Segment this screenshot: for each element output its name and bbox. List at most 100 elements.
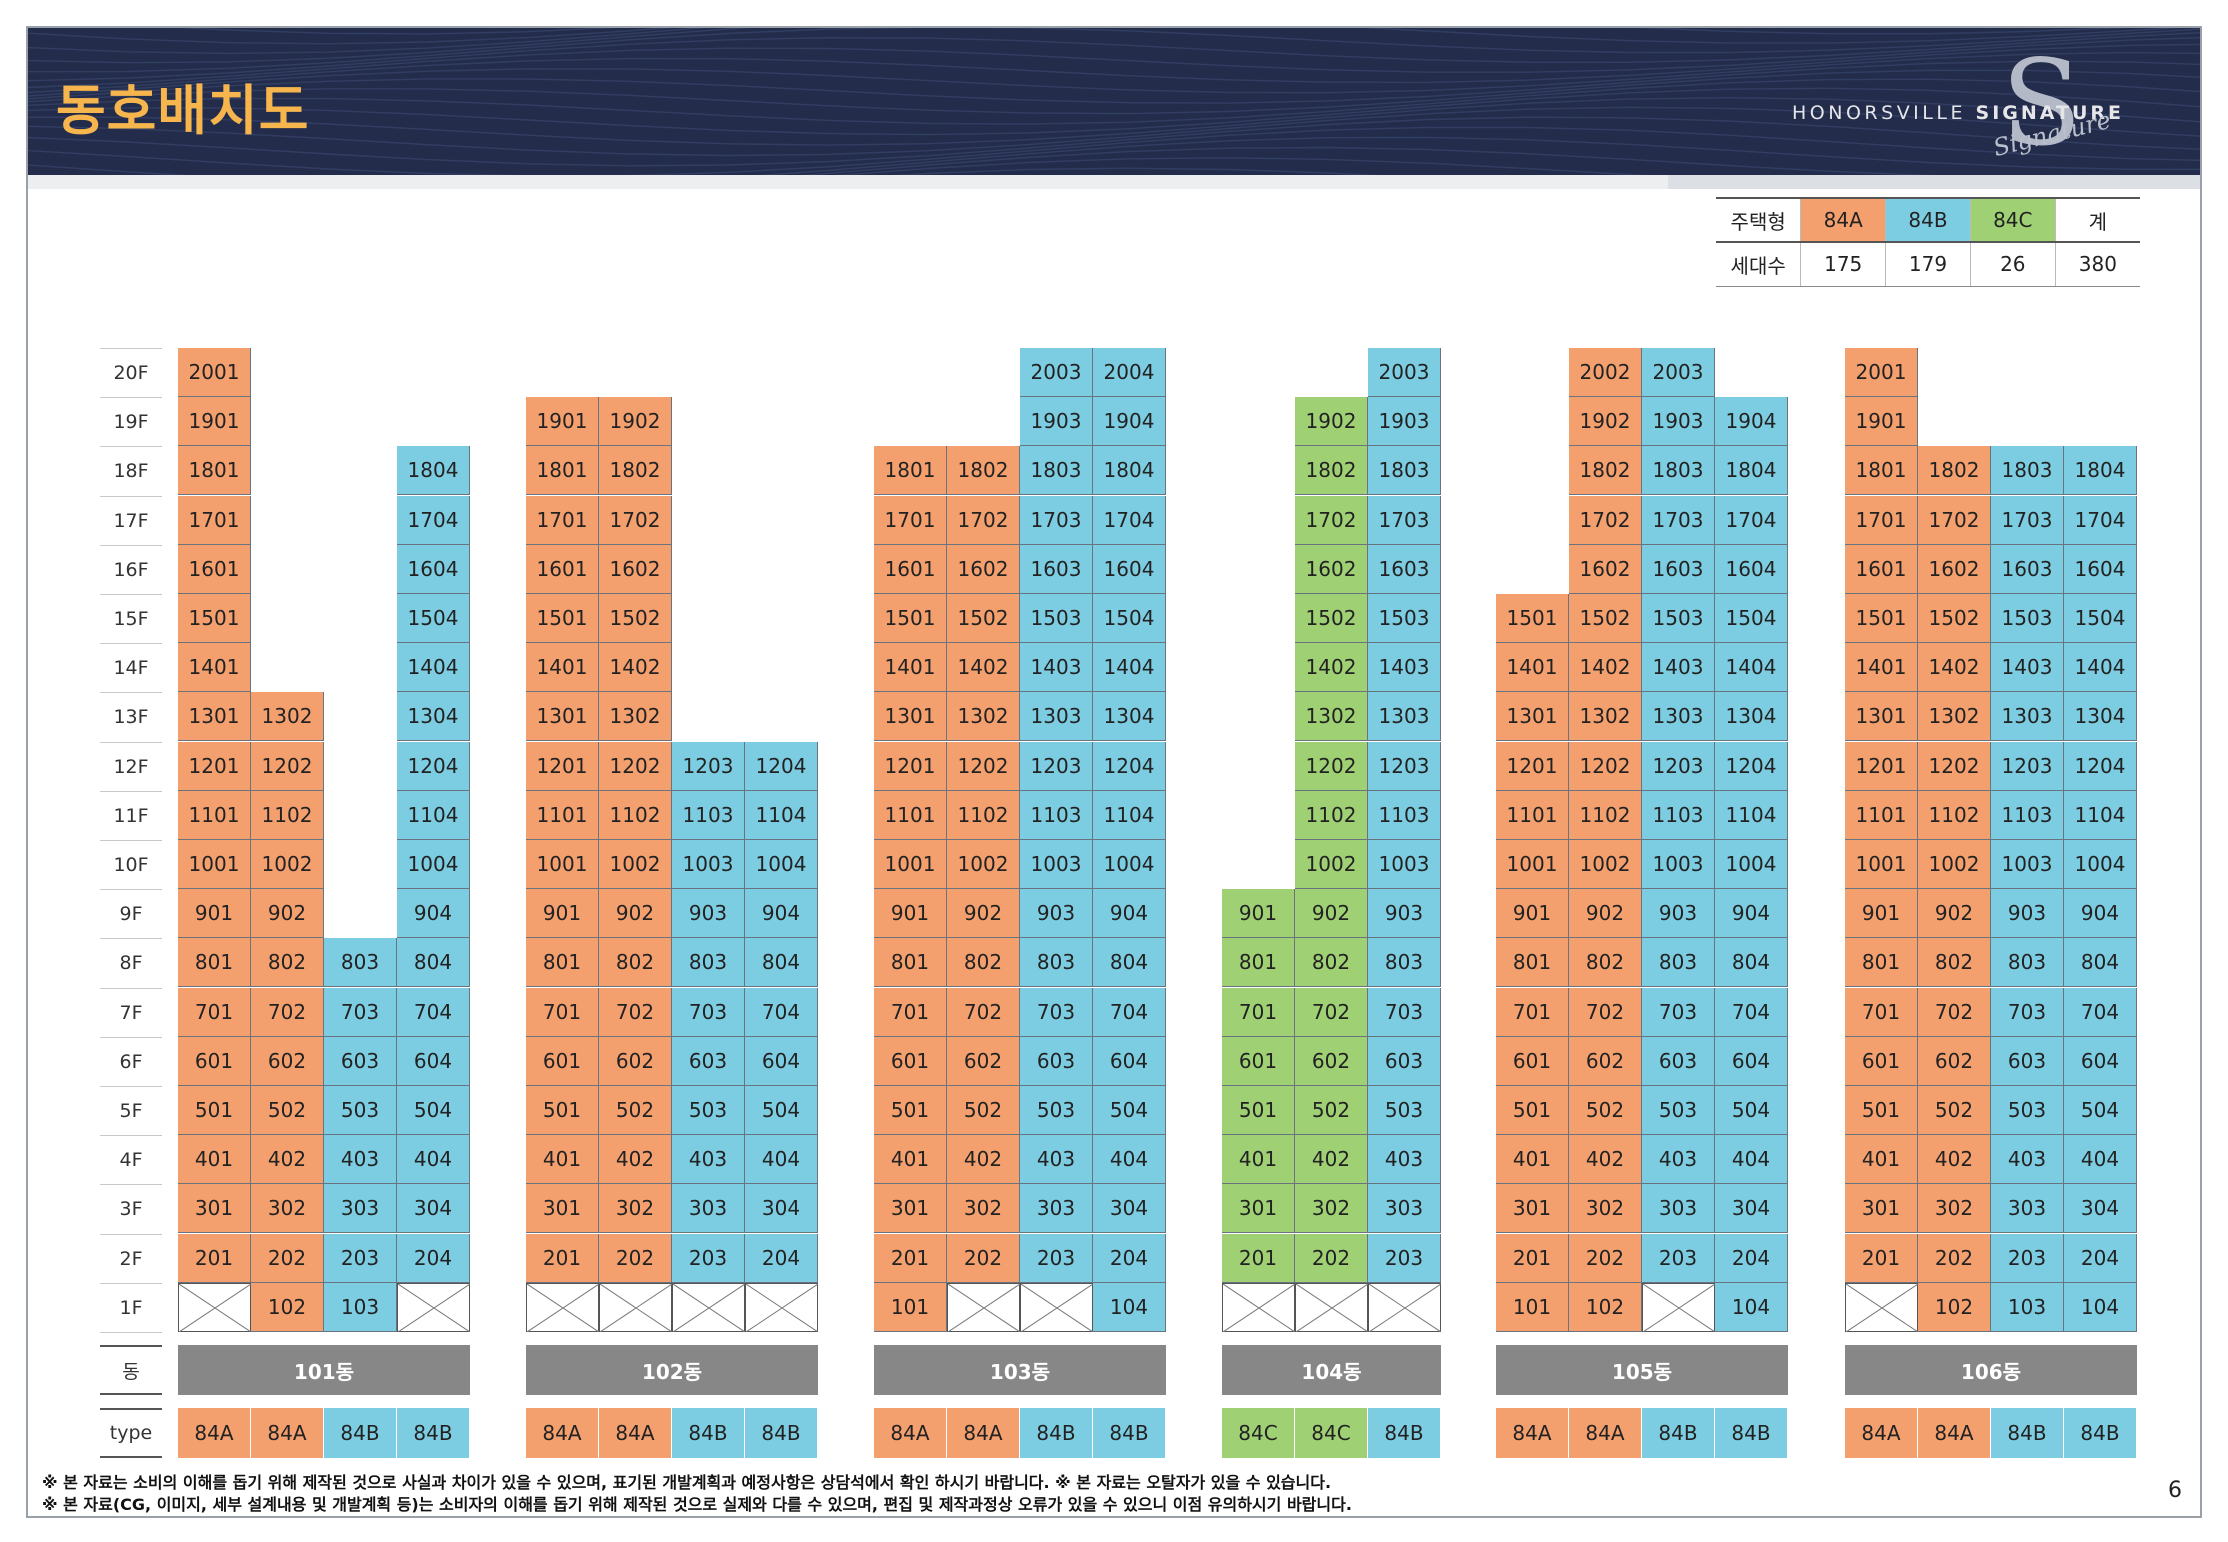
unit-cell: 802 bbox=[251, 938, 324, 988]
unit-cell: 2003 bbox=[1368, 348, 1441, 397]
unit-cell: 1804 bbox=[397, 446, 470, 496]
unit-cell: 2004 bbox=[1093, 348, 1166, 397]
unit-cell: 204 bbox=[1093, 1233, 1166, 1283]
floor-label: 8F bbox=[100, 938, 162, 987]
unit-cell: 804 bbox=[2064, 938, 2137, 988]
unit-cell: 1002 bbox=[1569, 840, 1642, 889]
unit-cell: 701 bbox=[1222, 987, 1295, 1037]
unit-type-cell: 84A bbox=[1496, 1408, 1569, 1458]
unit-cell: 1103 bbox=[1991, 790, 2064, 840]
unit-cell: 1302 bbox=[1918, 692, 1991, 742]
unit-type-cell: 84B bbox=[1991, 1408, 2064, 1458]
unit-cell: 502 bbox=[1569, 1086, 1642, 1135]
unit-cell: 503 bbox=[1642, 1086, 1715, 1135]
unit-cell: 502 bbox=[1295, 1086, 1368, 1135]
unit-cell: 801 bbox=[1222, 938, 1295, 988]
floor-label: 11F bbox=[100, 790, 162, 840]
unit-cell: 1202 bbox=[251, 741, 324, 791]
unit-cell: 403 bbox=[1642, 1135, 1715, 1185]
empty-unit-cell bbox=[397, 1282, 470, 1332]
unit-cell: 402 bbox=[947, 1135, 1020, 1185]
unit-cell: 901 bbox=[1222, 889, 1295, 939]
unit-cell: 603 bbox=[1020, 1036, 1093, 1086]
unit-cell: 1304 bbox=[1093, 692, 1166, 742]
unit-cell: 304 bbox=[1715, 1184, 1788, 1234]
unit-cell: 702 bbox=[947, 987, 1020, 1037]
unit-cell: 401 bbox=[874, 1135, 947, 1185]
empty-unit-cell bbox=[947, 1282, 1020, 1332]
unit-cell: 1204 bbox=[1093, 741, 1166, 791]
unit-cell: 1801 bbox=[1845, 446, 1918, 496]
building-name-bar: 103동 bbox=[874, 1345, 1166, 1395]
unit-cell: 201 bbox=[178, 1233, 251, 1283]
unit-cell: 503 bbox=[1368, 1086, 1441, 1135]
unit-cell: 904 bbox=[745, 889, 818, 939]
unit-type-cell: 84B bbox=[1020, 1408, 1093, 1458]
unit-cell: 2003 bbox=[1642, 348, 1715, 397]
unit-cell: 203 bbox=[1991, 1233, 2064, 1283]
unit-cell: 901 bbox=[1845, 889, 1918, 939]
unit-cell: 704 bbox=[1093, 987, 1166, 1037]
unit-cell: 1601 bbox=[874, 544, 947, 594]
unit-type-cell: 84A bbox=[251, 1408, 324, 1458]
unit-cell: 1202 bbox=[1918, 741, 1991, 791]
unit-type-label: 주택형 bbox=[1716, 197, 1801, 243]
unit-cell: 1002 bbox=[1295, 840, 1368, 889]
unit-cell: 1301 bbox=[874, 692, 947, 742]
unit-cell: 501 bbox=[178, 1086, 251, 1135]
unit-cell: 404 bbox=[397, 1135, 470, 1185]
unit-count-84c: 26 bbox=[1969, 241, 2056, 287]
unit-cell: 903 bbox=[1368, 889, 1441, 939]
unit-total-label: 계 bbox=[2054, 197, 2140, 243]
unit-cell: 1503 bbox=[1991, 594, 2064, 643]
unit-cell: 902 bbox=[251, 889, 324, 939]
floor-label: 6F bbox=[100, 1036, 162, 1086]
unit-cell: 1204 bbox=[1715, 741, 1788, 791]
unit-cell: 302 bbox=[1918, 1184, 1991, 1234]
unit-cell: 804 bbox=[745, 938, 818, 988]
unit-cell: 603 bbox=[672, 1036, 745, 1086]
unit-type-cell: 84B bbox=[324, 1408, 397, 1458]
unit-cell: 1401 bbox=[178, 643, 251, 693]
unit-cell: 904 bbox=[1093, 889, 1166, 939]
unit-cell: 2001 bbox=[1845, 348, 1918, 397]
unit-cell: 802 bbox=[1295, 938, 1368, 988]
unit-type-84a: 84A bbox=[1800, 197, 1886, 243]
unit-cell: 303 bbox=[1991, 1184, 2064, 1234]
brand-name: HONORSVILLE SIGNATURE bbox=[1792, 102, 2124, 124]
unit-cell: 1102 bbox=[599, 790, 672, 840]
empty-unit-cell bbox=[745, 1282, 818, 1332]
unit-type-cell: 84B bbox=[1715, 1408, 1788, 1458]
unit-cell: 104 bbox=[2064, 1282, 2137, 1332]
unit-cell: 404 bbox=[1715, 1135, 1788, 1185]
unit-cell: 1403 bbox=[1991, 643, 2064, 693]
unit-cell: 504 bbox=[745, 1086, 818, 1135]
unit-cell: 602 bbox=[1569, 1036, 1642, 1086]
floor-label: 16F bbox=[100, 544, 162, 594]
unit-cell: 403 bbox=[1991, 1135, 2064, 1185]
building-name-bar: 106동 bbox=[1845, 1345, 2137, 1395]
unit-cell: 1402 bbox=[1295, 643, 1368, 693]
unit-cell: 1003 bbox=[1020, 840, 1093, 889]
unit-cell: 1001 bbox=[1496, 840, 1569, 889]
unit-cell: 604 bbox=[397, 1036, 470, 1086]
unit-cell: 1603 bbox=[1368, 544, 1441, 594]
unit-cell: 204 bbox=[745, 1233, 818, 1283]
unit-cell: 802 bbox=[1569, 938, 1642, 988]
unit-cell: 201 bbox=[1845, 1233, 1918, 1283]
unit-cell: 1201 bbox=[1845, 741, 1918, 791]
unit-cell: 404 bbox=[745, 1135, 818, 1185]
unit-cell: 402 bbox=[251, 1135, 324, 1185]
unit-cell: 302 bbox=[1569, 1184, 1642, 1234]
unit-cell: 303 bbox=[324, 1184, 397, 1234]
unit-cell: 502 bbox=[1918, 1086, 1991, 1135]
unit-cell: 1302 bbox=[1295, 692, 1368, 742]
unit-cell: 703 bbox=[1991, 987, 2064, 1037]
unit-cell: 1203 bbox=[1020, 741, 1093, 791]
unit-cell: 803 bbox=[1991, 938, 2064, 988]
unit-cell: 1102 bbox=[1569, 790, 1642, 840]
unit-cell: 1301 bbox=[1845, 692, 1918, 742]
empty-unit-cell bbox=[1642, 1282, 1715, 1332]
unit-cell: 1004 bbox=[2064, 840, 2137, 889]
unit-cell: 702 bbox=[1918, 987, 1991, 1037]
